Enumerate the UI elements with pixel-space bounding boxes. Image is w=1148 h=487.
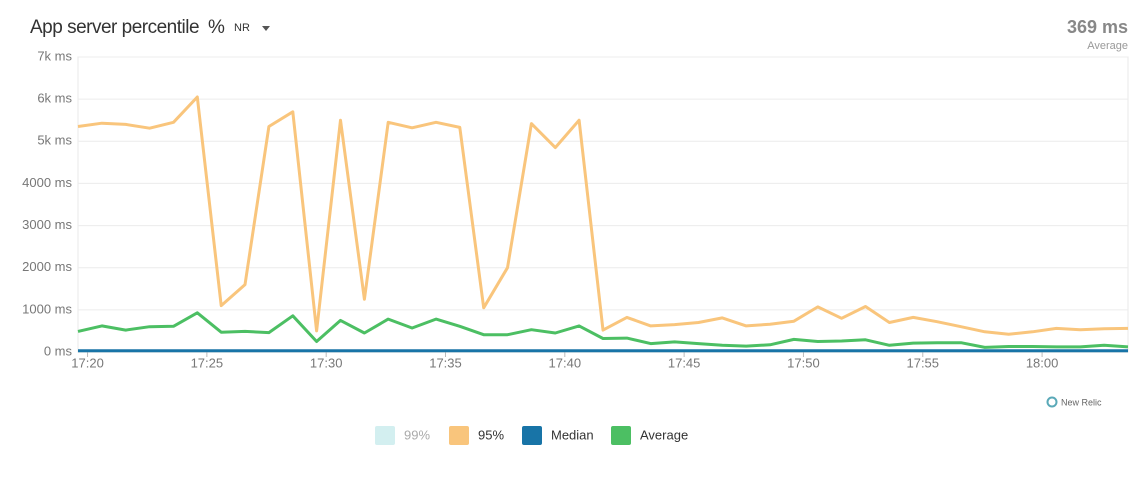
brand-icon xyxy=(1046,396,1058,408)
x-tick-label: 17:20 xyxy=(71,355,104,370)
dropdown-icon[interactable] xyxy=(262,26,270,31)
legend-swatch[interactable] xyxy=(522,426,542,445)
series-line xyxy=(77,95,1129,336)
legend-label[interactable]: Median xyxy=(551,427,594,442)
y-tick-label: 1000 ms xyxy=(22,301,72,316)
chart-title: App server percentile xyxy=(30,17,199,38)
series-line xyxy=(77,311,1129,349)
x-tick-label: 17:25 xyxy=(191,355,224,370)
y-tick-label: 7k ms xyxy=(37,48,72,63)
x-tick-label: 18:00 xyxy=(1026,355,1059,370)
unit-sub[interactable]: NR xyxy=(234,22,250,34)
y-tick-label: 3000 ms xyxy=(22,217,72,232)
unit-toggle[interactable]: % xyxy=(208,17,225,38)
summary-value: 369 ms xyxy=(1067,17,1128,37)
plot-frame xyxy=(77,56,1129,353)
y-tick-label: 4000 ms xyxy=(22,175,72,190)
legend-swatch[interactable] xyxy=(611,426,631,445)
x-tick-label: 17:35 xyxy=(429,355,462,370)
y-tick-label: 2000 ms xyxy=(22,259,72,274)
x-tick-label: 17:45 xyxy=(668,355,701,370)
y-tick-label: 0 ms xyxy=(44,343,73,358)
summary-label: Average xyxy=(1087,40,1128,52)
legend-label[interactable]: 99% xyxy=(404,427,430,442)
x-tick-label: 17:50 xyxy=(787,355,820,370)
y-tick-label: 5k ms xyxy=(37,133,72,148)
x-tick-label: 17:30 xyxy=(310,355,343,370)
legend-swatch[interactable] xyxy=(449,426,469,445)
legend-swatch[interactable] xyxy=(375,426,395,445)
legend-label[interactable]: 95% xyxy=(478,427,504,442)
brand: New Relic xyxy=(1061,397,1102,407)
x-tick-label: 17:55 xyxy=(906,355,939,370)
x-tick-label: 17:40 xyxy=(549,355,582,370)
y-tick-label: 6k ms xyxy=(37,91,72,106)
legend-label[interactable]: Average xyxy=(640,427,688,442)
